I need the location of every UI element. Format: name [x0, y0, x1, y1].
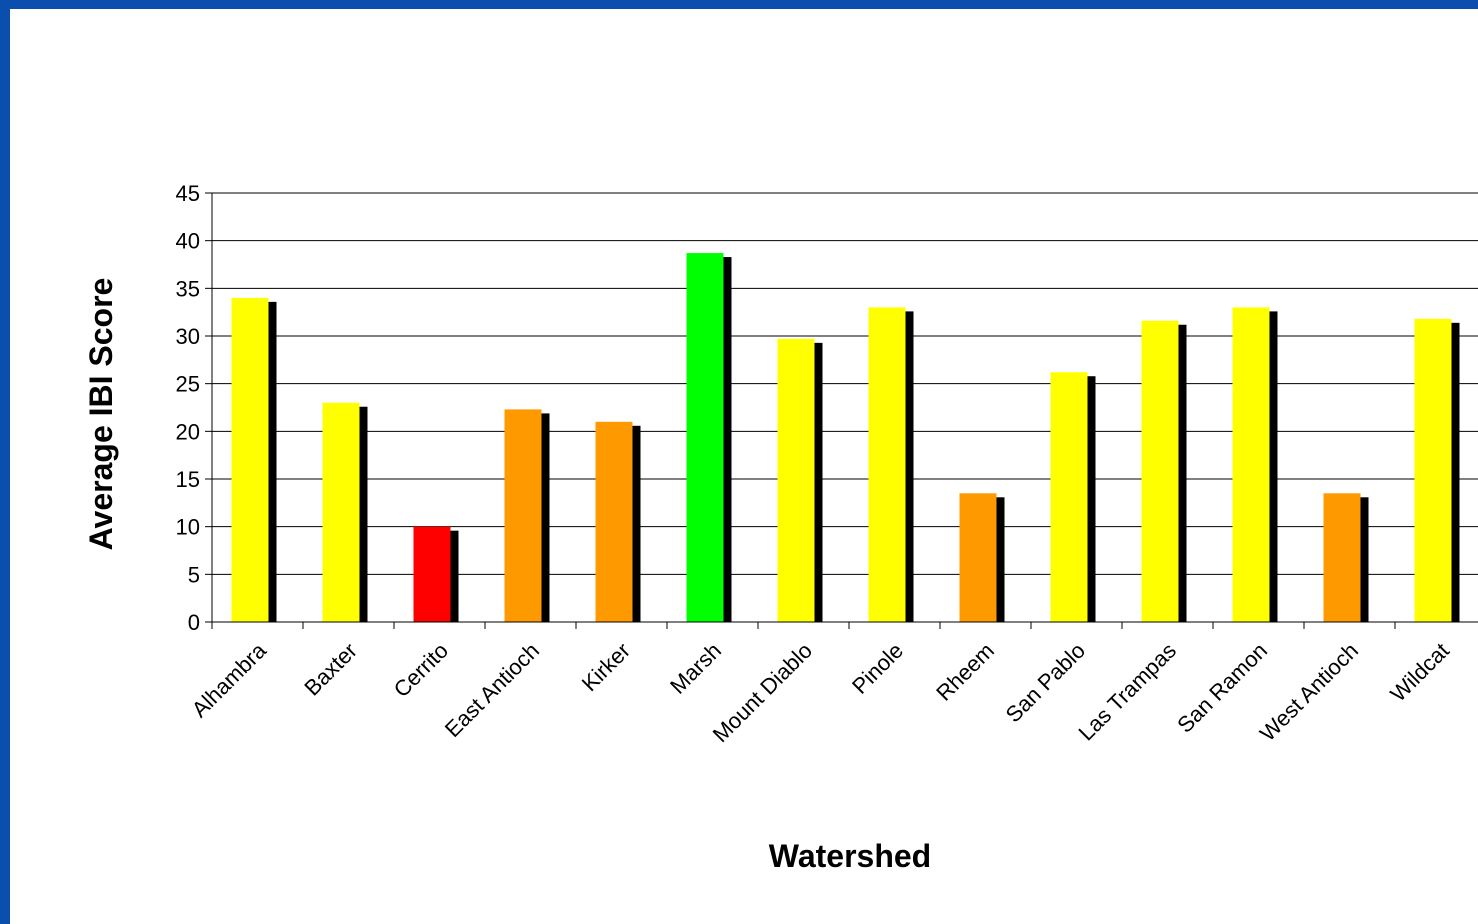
- x-tick-label: Kirker: [577, 638, 635, 696]
- bar: [868, 307, 906, 622]
- x-axis-title: Watershed: [769, 838, 931, 874]
- gridlines: [212, 192, 1478, 575]
- x-tick-label: San Pablo: [1001, 638, 1090, 727]
- bar: [322, 402, 360, 622]
- y-tick-label: 0: [188, 610, 200, 635]
- x-tick-label: Baxter: [299, 638, 362, 701]
- bar: [777, 338, 815, 622]
- y-tick-label: 20: [176, 419, 200, 444]
- bar: [959, 493, 997, 622]
- x-tick-label: Rheem: [931, 638, 999, 706]
- x-tick-label: Alhambra: [187, 637, 272, 722]
- slide-background: 0 5 10 15 20 25 30 35 40 45 Alhambra Baxter Cerrito…: [10, 9, 1478, 924]
- bar: [231, 297, 269, 622]
- bar: [1050, 372, 1088, 622]
- bar: [413, 526, 451, 622]
- x-tick-label: Las Trampas: [1073, 638, 1181, 746]
- x-tick-label: Cerrito: [389, 638, 453, 702]
- y-tick-label: 35: [176, 276, 200, 301]
- x-tick-label: Pinole: [847, 638, 908, 699]
- y-tick-label: 40: [176, 229, 200, 254]
- axes: [205, 192, 1478, 629]
- bar: [1323, 493, 1361, 622]
- y-tick-label: 30: [176, 324, 200, 349]
- y-axis-title: Average IBI Score: [83, 278, 119, 551]
- x-tick-label: San Ramon: [1172, 638, 1272, 738]
- bar: [686, 253, 724, 622]
- bar-chart: 0 5 10 15 20 25 30 35 40 45 Alhambra Baxter Cerrito…: [83, 181, 1478, 874]
- y-tick-label: 25: [176, 372, 200, 397]
- x-tick-label: East Antioch: [440, 638, 544, 742]
- bar: [1232, 307, 1270, 622]
- x-tick-label: Wildcat: [1385, 638, 1454, 707]
- bar: [1141, 320, 1179, 622]
- bar: [504, 409, 542, 622]
- y-tick-label: 15: [176, 467, 200, 492]
- y-tick-label: 5: [188, 562, 200, 587]
- y-tick-label: 10: [176, 515, 200, 540]
- y-tick-label: 45: [176, 181, 200, 206]
- bars: [231, 253, 1460, 622]
- x-tick-label: West Antioch: [1255, 638, 1363, 746]
- y-tick-labels: 0 5 10 15 20 25 30 35 40 45: [176, 181, 200, 635]
- bar: [1414, 318, 1452, 622]
- bar: [595, 421, 633, 622]
- x-tick-label: Marsh: [665, 638, 726, 699]
